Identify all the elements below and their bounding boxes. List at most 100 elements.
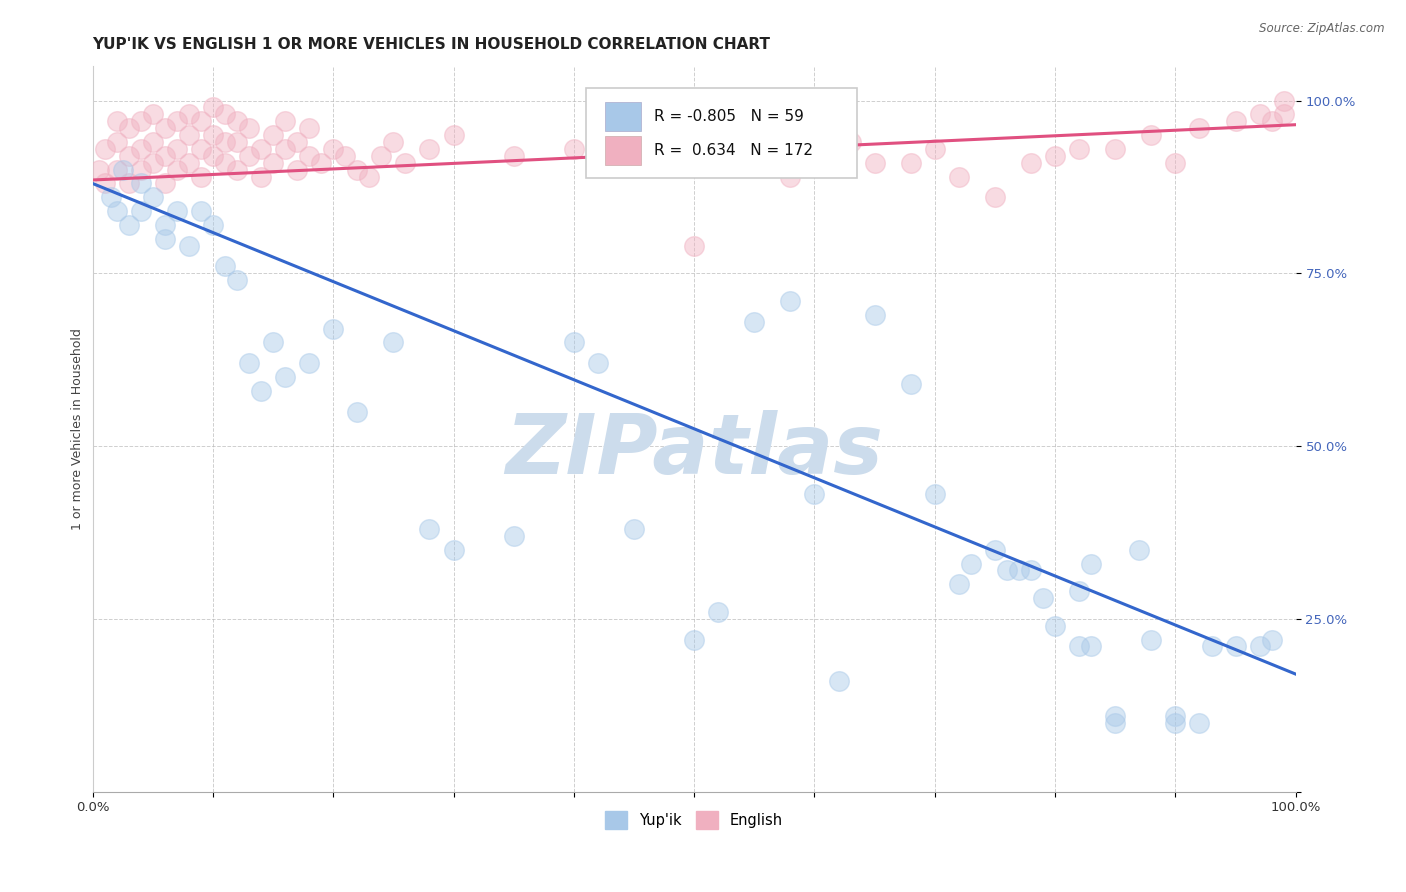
Point	[707, 135, 730, 149]
Point	[322, 142, 344, 156]
Point	[1080, 640, 1102, 654]
Point	[87, 162, 110, 177]
Point	[948, 169, 970, 184]
Point	[1272, 107, 1295, 121]
Point	[142, 190, 165, 204]
Point	[226, 135, 249, 149]
Point	[803, 487, 825, 501]
Point	[285, 162, 308, 177]
Point	[683, 238, 706, 252]
Point	[129, 177, 152, 191]
Point	[900, 155, 922, 169]
Point	[226, 114, 249, 128]
Point	[1260, 114, 1282, 128]
Point	[1043, 619, 1066, 633]
Point	[250, 384, 273, 398]
Point	[443, 542, 465, 557]
Text: Source: ZipAtlas.com: Source: ZipAtlas.com	[1260, 22, 1385, 36]
Point	[803, 142, 825, 156]
Point	[129, 162, 152, 177]
Point	[827, 673, 849, 688]
Point	[1272, 94, 1295, 108]
Point	[1019, 155, 1042, 169]
Point	[111, 162, 134, 177]
Point	[562, 335, 585, 350]
Point	[105, 135, 128, 149]
Point	[166, 114, 188, 128]
Point	[166, 204, 188, 219]
Point	[322, 321, 344, 335]
Point	[562, 142, 585, 156]
Point	[1225, 114, 1247, 128]
Point	[238, 149, 260, 163]
Point	[190, 114, 212, 128]
Point	[1069, 584, 1091, 599]
Point	[1128, 542, 1150, 557]
Legend: Yup'ik, English: Yup'ik, English	[599, 805, 789, 835]
Point	[238, 121, 260, 136]
Point	[100, 190, 122, 204]
Point	[659, 128, 682, 142]
Point	[1225, 640, 1247, 654]
Point	[262, 335, 284, 350]
Point	[153, 121, 176, 136]
Point	[1188, 715, 1211, 730]
Point	[1249, 640, 1271, 654]
Point	[1140, 632, 1163, 647]
Point	[201, 218, 224, 232]
Point	[93, 177, 115, 191]
Text: ZIPatlas: ZIPatlas	[505, 410, 883, 491]
Point	[118, 121, 141, 136]
Point	[1080, 557, 1102, 571]
Point	[285, 135, 308, 149]
Point	[418, 142, 440, 156]
Point	[960, 557, 983, 571]
Point	[214, 107, 236, 121]
Point	[382, 135, 405, 149]
Point	[1069, 142, 1091, 156]
Point	[839, 135, 862, 149]
Point	[177, 107, 200, 121]
Point	[250, 142, 273, 156]
Point	[153, 218, 176, 232]
Point	[1164, 708, 1187, 723]
Point	[1069, 640, 1091, 654]
Point	[924, 142, 946, 156]
Point	[298, 121, 321, 136]
Point	[1201, 640, 1223, 654]
Point	[623, 135, 645, 149]
Point	[309, 155, 332, 169]
Point	[924, 487, 946, 501]
Point	[1140, 128, 1163, 142]
Point	[623, 522, 645, 536]
Point	[105, 162, 128, 177]
Point	[744, 128, 766, 142]
Point	[238, 356, 260, 370]
Point	[1043, 149, 1066, 163]
Point	[274, 370, 297, 384]
Point	[177, 128, 200, 142]
Point	[262, 155, 284, 169]
Point	[370, 149, 392, 163]
Point	[190, 142, 212, 156]
Text: R =  0.634   N = 172: R = 0.634 N = 172	[654, 143, 814, 158]
Point	[105, 204, 128, 219]
Point	[1104, 142, 1126, 156]
Point	[226, 162, 249, 177]
Point	[1188, 121, 1211, 136]
Point	[995, 564, 1018, 578]
Point	[153, 232, 176, 246]
Point	[177, 155, 200, 169]
Point	[93, 142, 115, 156]
Point	[1019, 564, 1042, 578]
Point	[1032, 591, 1054, 606]
Point	[502, 529, 524, 543]
Point	[201, 128, 224, 142]
Point	[214, 260, 236, 274]
Point	[779, 293, 801, 308]
Point	[142, 155, 165, 169]
Point	[129, 142, 152, 156]
Text: R = -0.805   N = 59: R = -0.805 N = 59	[654, 109, 804, 124]
Point	[129, 114, 152, 128]
Y-axis label: 1 or more Vehicles in Household: 1 or more Vehicles in Household	[72, 328, 84, 530]
